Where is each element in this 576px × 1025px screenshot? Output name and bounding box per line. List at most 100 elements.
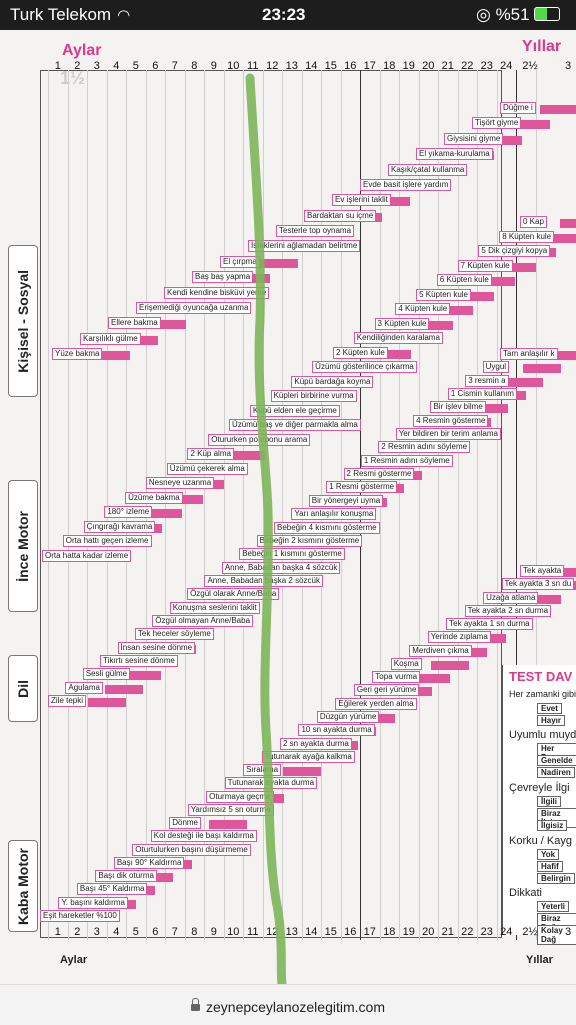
battery-icon: [533, 7, 560, 21]
q2-opt-1[interactable]: Genelde: [537, 755, 576, 766]
skill-label: Konuşma seslerini taklit: [169, 601, 260, 614]
skill-label: Bebeğin 1 kısmını gösterme: [239, 548, 345, 561]
q1-label: Her zamanki gibi: [509, 689, 576, 699]
year-tick: 3: [564, 60, 572, 72]
status-bar: Turk Telekom ◠ 23:23 ◎ %51: [0, 0, 576, 30]
skill-label: Kendiliğinden karalama: [353, 332, 443, 345]
month-tick: 7: [171, 926, 178, 938]
q1-opt-0[interactable]: Evet: [537, 703, 562, 714]
skill-bar: [476, 277, 515, 287]
skill-label: Tikırtı sesine dönme: [100, 654, 178, 667]
grid-line: [145, 70, 147, 940]
month-tick: 2: [74, 60, 81, 72]
grid-line: [87, 70, 88, 940]
skill-label: 180° izleme: [104, 506, 153, 519]
month-tick: 12: [266, 60, 279, 72]
skill-label: Bebeğin 2 kısmını gösterme: [256, 534, 363, 547]
skill-label: Bir işlev bilme: [430, 401, 486, 414]
month-tick: 7: [171, 60, 178, 72]
months-title-bottom: Aylar: [60, 954, 88, 966]
month-tick: 21: [441, 926, 454, 938]
browser-url-bar[interactable]: zeynepceylanozelegitim.com: [0, 984, 576, 1025]
skill-label: Baş baş yapma: [192, 271, 254, 284]
lock-icon: [191, 998, 200, 1011]
skill-bar: [144, 509, 183, 519]
skill-label: Küpü elden ele geçirme: [249, 404, 340, 417]
skill-label: Küpleri birbirine vurma: [270, 390, 357, 403]
month-tick: 20: [422, 60, 435, 72]
q4-opt-0[interactable]: Yok: [537, 849, 560, 860]
q3-opt-2[interactable]: İlgisiz: [537, 820, 568, 831]
skill-label: Yardımsız 5 sn oturma: [187, 803, 274, 816]
month-tick: 23: [480, 60, 493, 72]
month-tick: 16: [344, 926, 357, 938]
q5-opt-2[interactable]: Kolay Dağ: [537, 925, 576, 945]
skill-label: 2 Resmi gösterme: [343, 468, 415, 481]
years-title-bottom: Yıllar: [526, 954, 553, 966]
skill-bar: [283, 767, 322, 777]
skill-bar: [523, 594, 562, 604]
grid-line: [457, 70, 459, 940]
skill-label: Otururken pomponu arama: [208, 433, 311, 446]
skill-label: El yıkama-kurulama: [416, 148, 493, 161]
month-tick: 6: [152, 926, 159, 938]
section-label-kaba: Kaba Motor: [8, 840, 38, 932]
skill-label: Oturtulurken başını düşürmeme: [132, 843, 251, 856]
month-tick: 5: [132, 926, 139, 938]
grid-line: [399, 70, 400, 940]
month-tick: 18: [383, 926, 396, 938]
skill-bar: [540, 351, 576, 360]
month-tick: 9: [210, 60, 217, 72]
test-behavior-panel: TEST DAV Her zamanki gibi Evet Hayır Uyu…: [502, 665, 576, 945]
skill-label: Anne, Babadan başka 2 sözcük: [204, 574, 323, 587]
grid-line: [496, 70, 498, 940]
skill-bar: [497, 262, 536, 272]
skill-label: 10 sn ayakta durma: [298, 724, 375, 737]
skill-label: Merdiven çıkma: [409, 644, 472, 657]
skill-label: Eğilerek yerden alma: [335, 697, 417, 710]
skill-bar: [470, 404, 509, 414]
grid-line: [438, 70, 439, 940]
skill-bar: [260, 258, 298, 268]
month-tick: 4: [113, 926, 120, 938]
skill-label: 8 Küpten kule: [499, 230, 555, 243]
skill-label: 3 resmin a: [465, 374, 509, 387]
skill-label: Testerle top oynama: [276, 225, 355, 237]
skill-label: Karşılıklı gülme: [80, 332, 141, 345]
skill-label: Tek ayakta 2 sn durma: [464, 604, 552, 617]
q3-opt-0[interactable]: İlgili: [537, 796, 561, 807]
faded-mark: 1½: [60, 68, 86, 88]
q4-opt-1[interactable]: Hafif: [537, 861, 563, 872]
skill-bar: [412, 674, 451, 684]
skill-label: 5 Dik çizgiyi kopya: [478, 245, 551, 258]
month-tick: 16: [344, 60, 357, 72]
skill-label: 2 sn ayakta durma: [280, 737, 352, 750]
month-tick: 13: [285, 926, 298, 938]
denver-chart-page[interactable]: Aylar Yıllar 1½ 1 2 3 4 5 6 7 8 9 10 11 12 13 14 15 16 1…: [0, 30, 576, 984]
q1-opt-1[interactable]: Hayır: [537, 715, 566, 726]
section-label-kisisel: Kişisel - Sosyal: [8, 245, 38, 397]
skill-label: Düzgün yürüme: [316, 710, 380, 723]
q4-opt-2[interactable]: Belirgin: [537, 873, 575, 884]
skill-bar: [539, 233, 576, 243]
skill-bar: [414, 320, 453, 330]
skill-label: 4 Küpten kule: [395, 303, 451, 316]
skill-bar: [165, 494, 204, 504]
q2-opt-2[interactable]: Nadiren: [537, 767, 575, 778]
skill-label: Düğme i: [500, 102, 536, 114]
skill-bar: [92, 351, 130, 360]
month-tick: 18: [383, 60, 396, 72]
skill-bar: [122, 671, 161, 681]
skill-label: Giysisini giyme: [444, 132, 504, 145]
month-tick: 1: [54, 926, 61, 938]
skill-bar: [512, 120, 550, 130]
q5-opt-0[interactable]: Yeterli: [537, 901, 570, 912]
skill-bar: [209, 820, 248, 830]
grid-line: [477, 70, 478, 940]
skill-label: Agulama: [65, 681, 103, 694]
month-tick: 17: [363, 60, 376, 72]
skill-label: Anne, Babadan başka 4 sözcük: [221, 561, 341, 574]
skill-label: 1 Resmi gösterme: [326, 481, 398, 494]
skill-bar: [105, 684, 144, 694]
month-tick: 23: [480, 926, 493, 938]
